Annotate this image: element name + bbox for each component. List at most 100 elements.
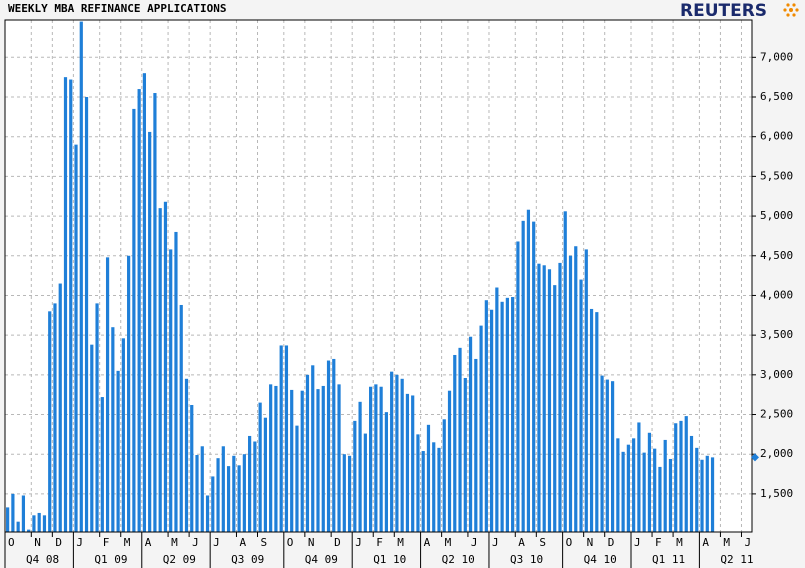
- bar: [369, 386, 373, 532]
- bar: [226, 466, 231, 532]
- bar: [584, 249, 588, 532]
- bar: [132, 108, 136, 532]
- x-tick-label: J: [492, 536, 499, 549]
- bar: [353, 420, 357, 532]
- bar: [53, 303, 57, 532]
- quarter-label: Q3 09: [231, 553, 264, 566]
- bar: [263, 417, 267, 532]
- bar: [432, 442, 436, 532]
- bar: [11, 493, 15, 532]
- bar: [142, 73, 147, 532]
- bar: [595, 312, 599, 532]
- x-tick-label: J: [213, 536, 220, 549]
- bar: [621, 451, 625, 532]
- bar: [526, 209, 531, 532]
- bar: [42, 515, 47, 532]
- bar: [148, 131, 152, 532]
- bar: [211, 476, 215, 532]
- bar: [642, 452, 646, 532]
- bar: [705, 455, 709, 532]
- quarter-label: Q1 09: [94, 553, 127, 566]
- bar: [274, 385, 278, 532]
- x-tick-label: N: [587, 536, 594, 549]
- bar: [453, 354, 457, 532]
- bar: [127, 255, 131, 533]
- y-tick-label: 6,000: [760, 130, 793, 143]
- x-tick-label: D: [334, 536, 341, 549]
- bar: [668, 458, 673, 532]
- bar: [637, 422, 641, 532]
- x-tick-label: S: [539, 536, 546, 549]
- bar: [458, 347, 462, 532]
- x-tick-label: F: [655, 536, 662, 549]
- x-tick-label: M: [124, 536, 131, 549]
- bar: [553, 285, 557, 532]
- bar: [663, 439, 667, 532]
- bar: [689, 435, 694, 532]
- bar: [390, 371, 394, 532]
- x-tick-label: A: [702, 536, 709, 549]
- chart-title: WEEKLY MBA REFINANCE APPLICATIONS: [8, 2, 227, 15]
- bar: [116, 370, 120, 532]
- x-tick-label: A: [424, 536, 431, 549]
- quarter-label: Q4 10: [584, 553, 617, 566]
- bar: [421, 451, 425, 532]
- bar: [411, 395, 415, 532]
- bar: [21, 495, 26, 532]
- bar: [400, 378, 404, 532]
- bar: [579, 279, 583, 532]
- bar: [69, 79, 73, 532]
- bar: [111, 327, 115, 532]
- bar: [479, 325, 483, 532]
- quarter-label: Q2 09: [163, 553, 196, 566]
- y-tick-label: 3,500: [760, 328, 793, 341]
- y-tick-label: 5,000: [760, 209, 793, 222]
- bar: [374, 384, 378, 532]
- bar: [574, 246, 578, 533]
- bar: [695, 447, 699, 532]
- x-tick-label: M: [397, 536, 404, 549]
- quarter-label: Q3 10: [510, 553, 543, 566]
- bar: [90, 344, 94, 532]
- bar: [558, 262, 562, 532]
- x-tick-label: N: [308, 536, 315, 549]
- quarter-label: Q2 11: [720, 553, 753, 566]
- bar: [626, 444, 630, 532]
- bar: [600, 375, 604, 532]
- bar: [468, 336, 473, 532]
- bar: [395, 374, 399, 532]
- bar: [58, 283, 62, 532]
- bar: [269, 384, 273, 532]
- bar: [332, 358, 336, 532]
- y-tick-label: 2,000: [760, 447, 793, 460]
- bar: [547, 269, 552, 532]
- bar: [516, 241, 520, 532]
- bar: [447, 390, 452, 532]
- bar: [563, 211, 567, 532]
- bar: [79, 21, 83, 533]
- bar: [311, 365, 315, 532]
- bar: [74, 144, 78, 533]
- bar: [700, 459, 704, 532]
- x-tick-label: A: [518, 536, 525, 549]
- bar: [416, 434, 420, 532]
- bar: [27, 529, 31, 532]
- bar: [63, 77, 68, 532]
- bar: [463, 378, 467, 532]
- x-tick-label: F: [376, 536, 383, 549]
- bar: [279, 345, 283, 532]
- x-tick-label: M: [676, 536, 683, 549]
- x-tick-label: M: [171, 536, 178, 549]
- bar: [658, 466, 662, 532]
- bar: [169, 249, 173, 532]
- bar: [300, 390, 304, 532]
- x-tick-label: J: [192, 536, 199, 549]
- quarter-label: Q2 10: [442, 553, 475, 566]
- bar: [490, 309, 494, 532]
- brand-logo: REUTERS: [680, 1, 799, 21]
- bar: [347, 455, 352, 532]
- bar: [105, 257, 110, 532]
- bar: [684, 416, 688, 532]
- bar: [384, 412, 388, 532]
